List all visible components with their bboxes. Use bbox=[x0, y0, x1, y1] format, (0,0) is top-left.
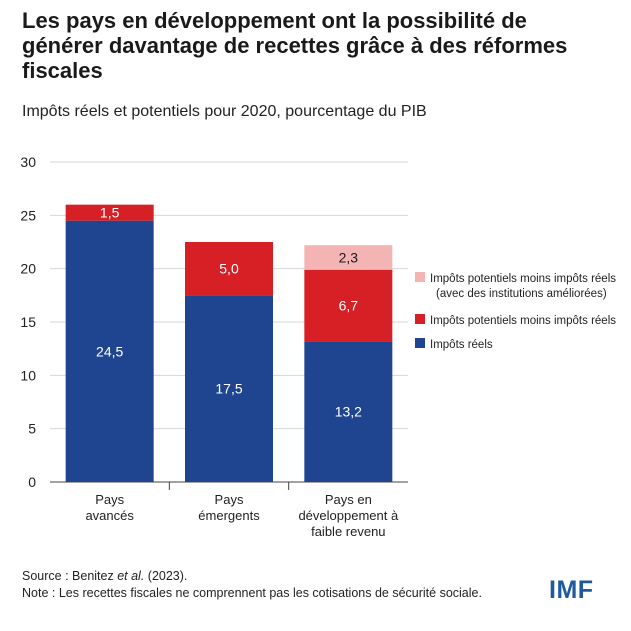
bar-segment bbox=[304, 245, 393, 270]
legend-swatch bbox=[415, 272, 425, 282]
x-category-label: Pays bbox=[95, 492, 124, 507]
bar-segment bbox=[304, 269, 393, 342]
imf-logo: IMF bbox=[549, 576, 594, 604]
y-tick-label: 5 bbox=[28, 421, 36, 437]
data-label: 17,5 bbox=[215, 381, 242, 397]
data-label: 1,5 bbox=[100, 205, 120, 221]
y-tick-label: 20 bbox=[20, 261, 36, 277]
bar-segment bbox=[185, 242, 273, 296]
y-tick-label: 30 bbox=[20, 154, 36, 170]
x-category-label: émergents bbox=[198, 508, 260, 523]
bar-segment bbox=[304, 341, 393, 482]
x-category-label: développement à bbox=[298, 508, 399, 523]
y-tick-label: 25 bbox=[20, 207, 36, 223]
chart-subtitle: Impôts réels et potentiels pour 2020, po… bbox=[22, 103, 427, 120]
legend-label: Impôts potentiels moins impôts réels bbox=[430, 315, 616, 327]
y-tick-label: 0 bbox=[28, 474, 36, 490]
y-tick-label: 10 bbox=[20, 367, 36, 383]
source-note: Source : Benitez et al. (2023). Note : L… bbox=[22, 568, 482, 602]
bar-segment bbox=[185, 295, 273, 482]
data-label: 24,5 bbox=[96, 343, 123, 359]
legend-swatch bbox=[415, 314, 425, 324]
data-label: 13,2 bbox=[335, 404, 362, 420]
x-category-label: avancés bbox=[85, 508, 134, 523]
legend-label-line2: (avec des institutions améliorées) bbox=[436, 288, 607, 300]
stacked-bar-chart: 05101520253024,51,5Paysavancés17,55,0Pay… bbox=[20, 154, 616, 539]
data-label: 2,3 bbox=[339, 249, 359, 265]
x-category-label: Pays en bbox=[325, 492, 372, 507]
legend-swatch bbox=[415, 338, 425, 348]
bar-segment bbox=[65, 220, 154, 482]
source-suffix: (2023). bbox=[144, 569, 188, 583]
legend-label: Impôts potentiels moins impôts réels bbox=[430, 273, 616, 285]
chart-title: Les pays en développement ont la possibi… bbox=[22, 8, 568, 83]
data-label: 5,0 bbox=[219, 261, 239, 277]
note-line: Note : Les recettes fiscales ne comprenn… bbox=[22, 586, 482, 600]
y-tick-label: 15 bbox=[20, 314, 36, 330]
source-italic: et al. bbox=[117, 569, 145, 583]
x-category-label: faible revenu bbox=[311, 524, 385, 539]
data-label: 6,7 bbox=[339, 297, 359, 313]
legend-label: Impôts réels bbox=[430, 339, 493, 351]
bar-segment bbox=[65, 204, 154, 221]
source-line: Source : Benitez et al. (2023). bbox=[22, 568, 482, 585]
x-category-label: Pays bbox=[215, 492, 244, 507]
source-prefix: Source : Benitez bbox=[22, 569, 118, 583]
